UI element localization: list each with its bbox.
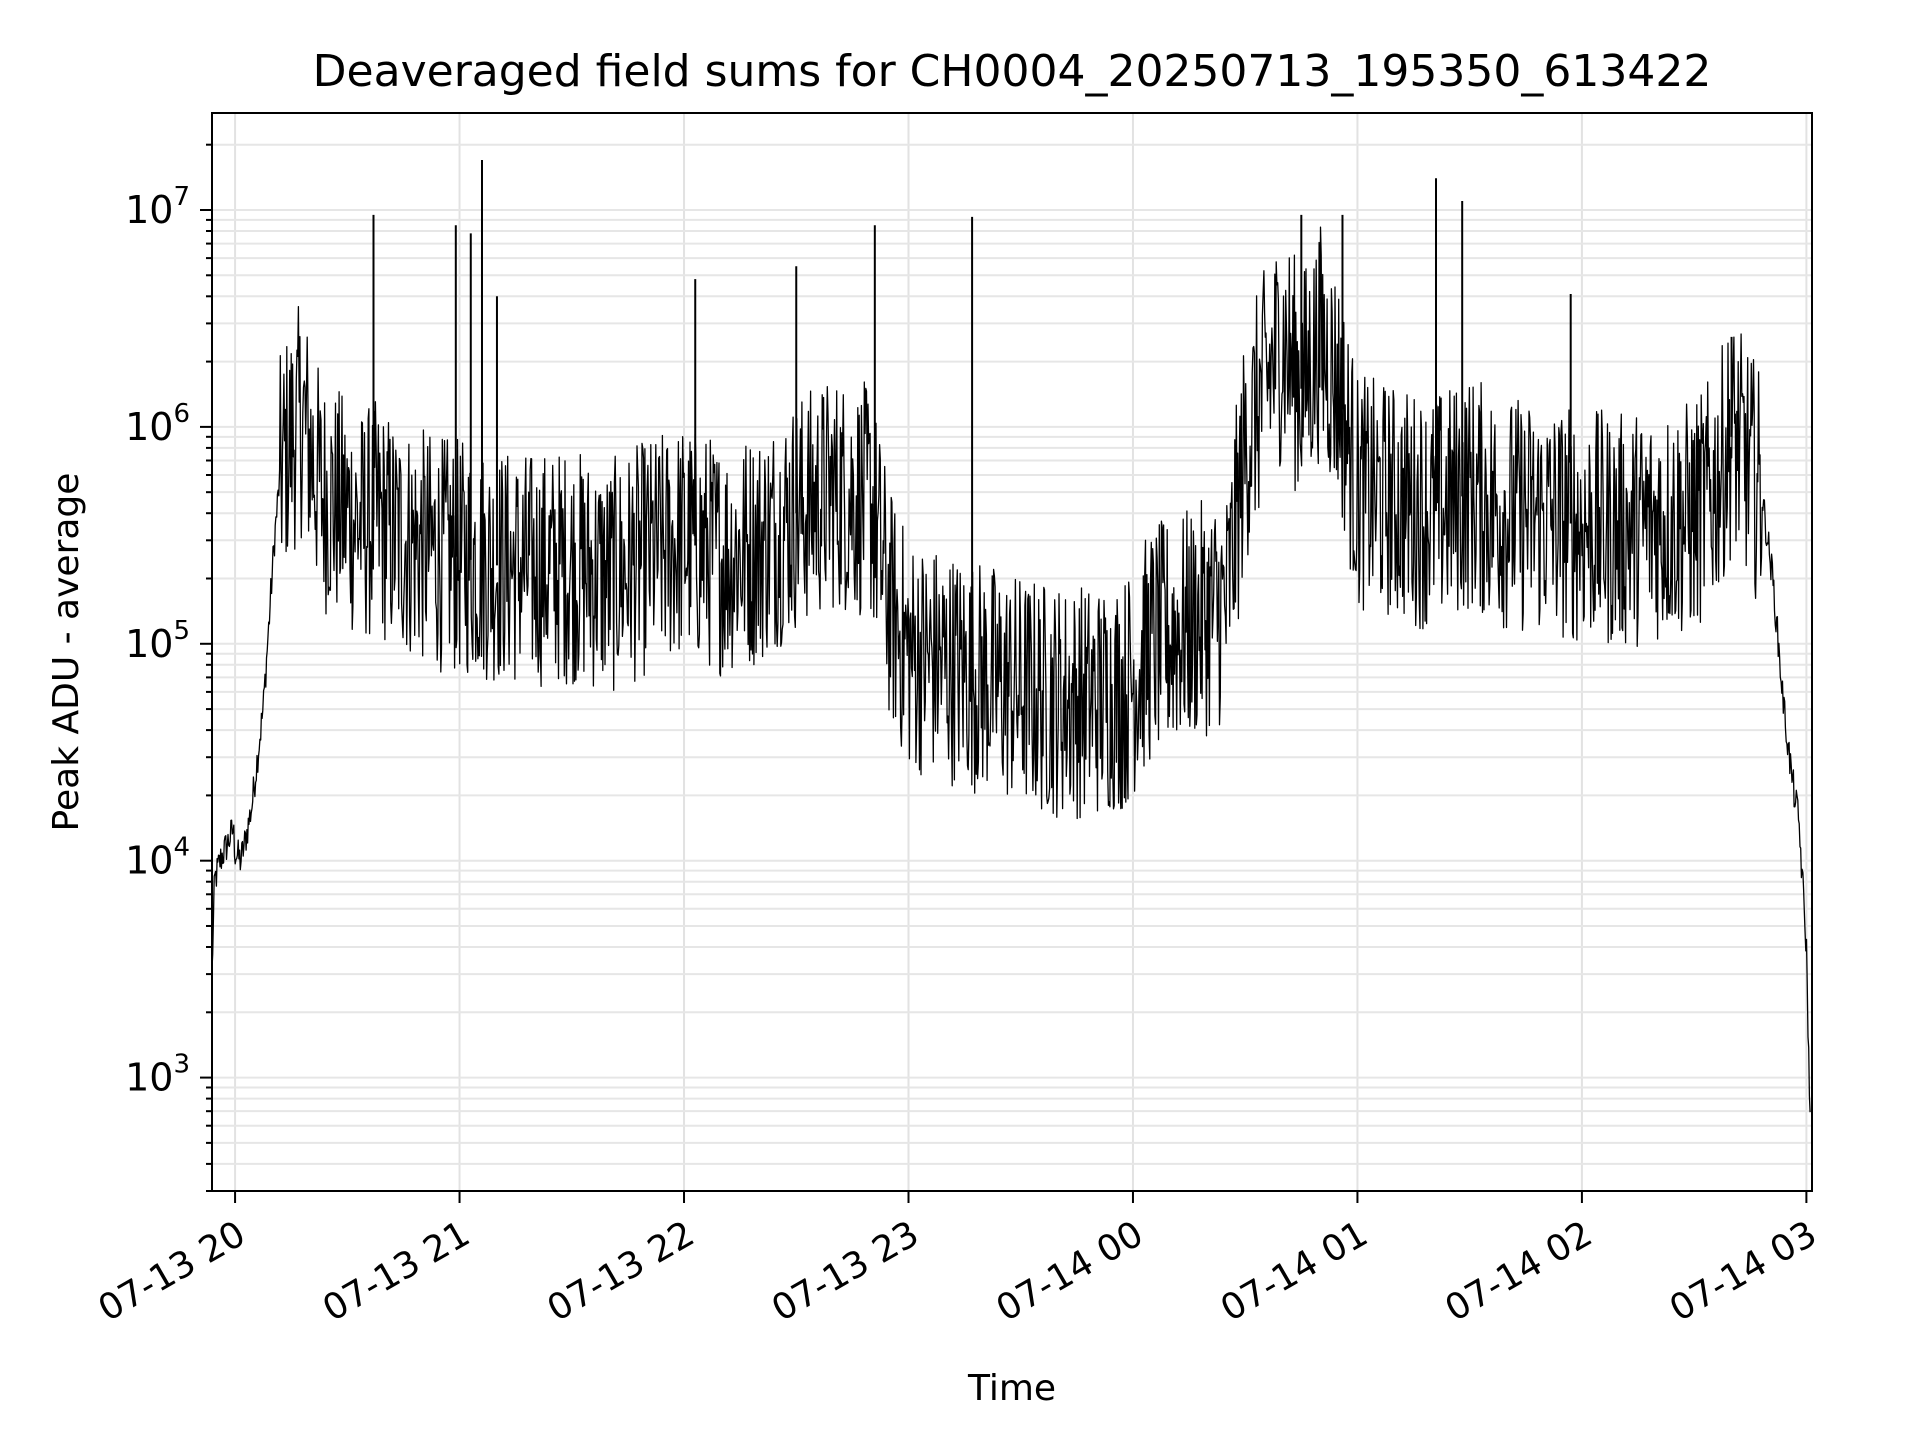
y-tick-label: 106 (125, 399, 190, 449)
y-tick-label: 105 (125, 616, 190, 666)
x-tick-label: 07-13 22 (541, 1213, 702, 1329)
x-axis: 07-13 20 07-13 21 07-13 22 07-13 23 07-14 00… (92, 1191, 1824, 1330)
y-axis-label: Peak ADU - average (46, 473, 87, 832)
y-tick-label: 107 (125, 182, 190, 232)
y-tick-label: 103 (125, 1050, 190, 1100)
x-tick-label: 07-14 00 (990, 1213, 1151, 1329)
grid (212, 113, 1812, 1192)
x-tick-label: 07-14 02 (1439, 1213, 1600, 1329)
y-tick-label: 104 (125, 833, 190, 883)
x-tick-label: 07-13 20 (92, 1213, 253, 1329)
x-tick-label: 07-14 01 (1214, 1213, 1375, 1329)
x-tick-label: 07-13 21 (316, 1213, 477, 1329)
x-tick-label: 07-14 03 (1663, 1213, 1824, 1329)
x-axis-label: Time (967, 1368, 1056, 1409)
plot-frame (211, 112, 1813, 1192)
series-line (211, 226, 1811, 1113)
y-axis: 103 104 105 106 107 (125, 143, 212, 1192)
plot-area (211, 160, 1811, 1113)
x-tick-label: 07-13 23 (765, 1213, 926, 1329)
chart-title: Deaveraged field sums for CH0004_2025071… (313, 46, 1712, 97)
